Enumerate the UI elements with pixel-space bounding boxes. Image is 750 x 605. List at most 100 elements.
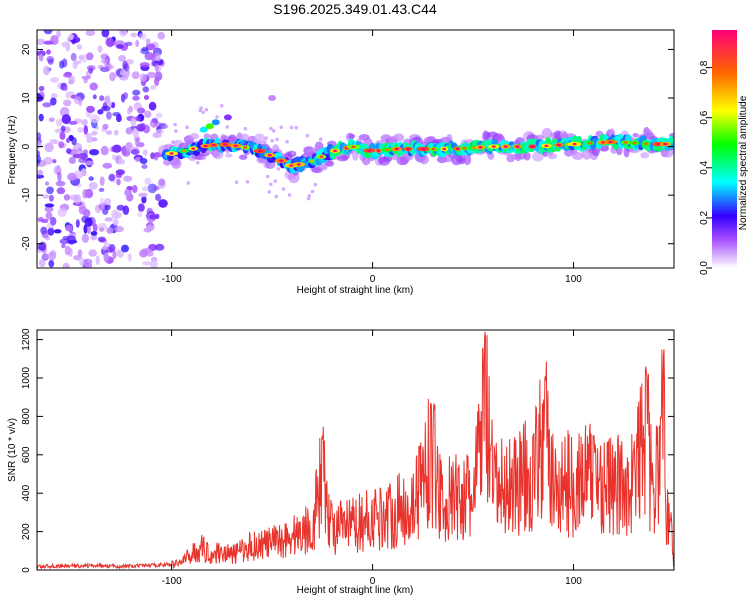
heatmap-cell — [63, 194, 71, 201]
heatmap-cell — [263, 140, 267, 144]
heatmap-cell — [102, 123, 109, 130]
heatmap-cell — [82, 189, 88, 199]
heatmap-cell — [88, 67, 94, 74]
heatmap-cell — [351, 145, 356, 148]
heatmap-y-tick-label: 0 — [21, 143, 32, 149]
heatmap-cell — [376, 149, 381, 152]
heatmap-cell — [503, 145, 508, 148]
snr-x-tick-label: 0 — [370, 576, 376, 587]
heatmap-cell — [276, 167, 281, 171]
heatmap-cell — [149, 214, 158, 220]
heatmap-cell — [245, 180, 250, 184]
heatmap-cell — [97, 45, 103, 53]
heatmap-cell — [57, 207, 67, 217]
heatmap-cell — [49, 250, 57, 257]
heatmap-cell — [97, 236, 106, 242]
chart-title: S196.2025.349.01.43.C44 — [273, 1, 437, 17]
heatmap-cell — [185, 125, 189, 130]
heatmap-cell — [487, 152, 495, 160]
heatmap-cell — [147, 71, 156, 79]
heatmap-cell — [458, 154, 466, 165]
heatmap-cell — [72, 153, 83, 159]
heatmap-cell — [287, 193, 292, 197]
heatmap-cell — [223, 143, 228, 146]
heatmap-cell — [154, 243, 165, 251]
heatmap-cell — [270, 139, 274, 143]
heatmap-cell — [155, 193, 162, 201]
colorbar-label: Normalized spectral amplitude — [738, 95, 749, 230]
heatmap-cell — [171, 158, 182, 169]
heatmap-cell — [136, 123, 146, 132]
heatmap-cell — [77, 249, 83, 257]
heatmap-cell — [134, 156, 141, 163]
heatmap-cell — [202, 156, 207, 160]
heatmap-cell — [572, 142, 577, 146]
heatmap-cell — [267, 190, 272, 194]
heatmap-cell — [556, 143, 561, 147]
heatmap-cell — [137, 107, 145, 114]
snr-x-tick-label: -100 — [162, 576, 182, 587]
heatmap-cell — [112, 219, 119, 226]
snr-y-tick-label: 600 — [21, 446, 32, 463]
heatmap-cell — [201, 110, 205, 115]
heatmap-cell — [204, 107, 209, 112]
heatmap-cell — [56, 187, 66, 195]
heatmap-cell — [124, 189, 130, 197]
heatmap-cell — [101, 105, 111, 112]
snr-frame — [36, 329, 675, 571]
heatmap-x-tick-label: 100 — [565, 274, 582, 285]
heatmap-cell — [48, 260, 55, 268]
heatmap-cell — [530, 145, 535, 148]
heatmap-cell — [46, 49, 51, 55]
heatmap-cell — [271, 129, 276, 133]
heatmap-cell — [305, 133, 310, 138]
heatmap-cell — [442, 147, 447, 151]
heatmap-cell — [268, 95, 277, 101]
heatmap-cell — [225, 153, 233, 158]
heatmap-cell — [130, 32, 138, 38]
heatmap-cell — [269, 182, 273, 186]
heatmap-cell — [123, 175, 133, 182]
heatmap-cell — [81, 215, 89, 223]
heatmap-cell — [211, 119, 220, 126]
heatmap-cell — [68, 33, 74, 41]
heatmap-cell — [95, 255, 100, 266]
heatmap-cell — [130, 117, 137, 127]
heatmap-cell — [131, 185, 138, 193]
heatmap-cell — [86, 52, 94, 61]
heatmap-cell — [150, 85, 157, 90]
heatmap-cell — [61, 243, 66, 249]
heatmap-cell — [50, 97, 57, 106]
heatmap-cell — [515, 145, 520, 148]
heatmap-cell — [117, 158, 126, 165]
heatmap-cell — [68, 120, 78, 125]
heatmap-cell — [68, 156, 76, 164]
snr-y-tick-label: 200 — [21, 523, 32, 540]
heatmap-y-tick-label: -10 — [21, 187, 32, 202]
heatmap-cell — [289, 125, 294, 130]
heatmap-cell — [171, 140, 175, 144]
heatmap-cell — [130, 149, 140, 155]
heatmap-cell — [137, 203, 145, 212]
heatmap-cell — [116, 204, 125, 211]
heatmap-cell — [48, 194, 54, 202]
heatmap-cell — [108, 244, 116, 253]
heatmap-cell — [50, 216, 57, 226]
heatmap-y-tick-label: 10 — [21, 92, 32, 104]
heatmap-cell — [164, 124, 169, 129]
heatmap-cell — [88, 182, 98, 190]
heatmap-cell — [69, 194, 80, 201]
heatmap-cell — [213, 136, 217, 140]
heatmap-cell — [463, 154, 472, 166]
heatmap-cell — [535, 134, 545, 140]
heatmap-cell — [97, 109, 104, 115]
heatmap-cell — [44, 203, 55, 208]
heatmap-cell — [60, 125, 66, 133]
heatmap-cell — [109, 72, 116, 82]
heatmap-cell — [156, 128, 164, 134]
heatmap-cell — [45, 181, 49, 186]
heatmap-cell — [81, 233, 89, 243]
heatmap-cell — [348, 133, 356, 139]
